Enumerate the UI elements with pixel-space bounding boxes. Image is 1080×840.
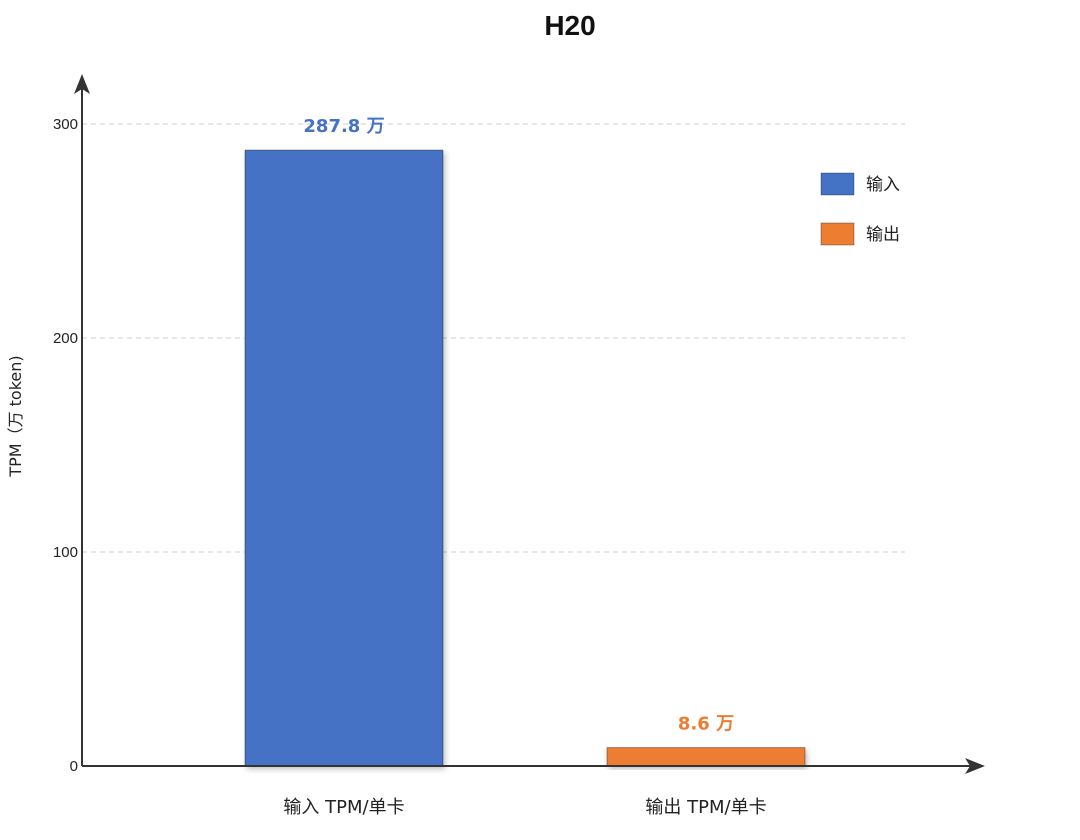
legend-swatch xyxy=(820,172,855,196)
legend-swatch xyxy=(820,222,855,246)
y-axis-arrow xyxy=(74,74,90,94)
chart-title: H20 xyxy=(544,10,595,41)
data-label: 287.8 万 xyxy=(303,116,384,137)
legend-label: 输出 xyxy=(866,225,900,245)
y-tick-labels: 0 100 200 300 xyxy=(53,116,78,775)
x-tick-label: 输入 TPM/单卡 xyxy=(283,797,404,818)
y-tick-label: 0 xyxy=(70,758,78,775)
y-axis-label: TPM（万 token) xyxy=(6,355,25,477)
y-tick-label: 200 xyxy=(53,330,78,347)
x-tick-label: 输出 TPM/单卡 xyxy=(645,797,766,818)
bar xyxy=(606,747,806,767)
data-label: 8.6 万 xyxy=(678,714,734,735)
x-tick-labels: 输入 TPM/单卡 输出 TPM/单卡 xyxy=(283,797,766,818)
bar xyxy=(244,149,444,767)
x-axis-arrow xyxy=(965,758,985,774)
y-tick-label: 100 xyxy=(53,544,78,561)
bars xyxy=(244,149,806,767)
legend-label: 输入 xyxy=(866,175,900,195)
data-labels: 287.8 万 8.6 万 xyxy=(303,116,734,734)
axes xyxy=(74,74,985,774)
y-tick-label: 300 xyxy=(53,116,78,133)
gridlines xyxy=(82,123,905,553)
